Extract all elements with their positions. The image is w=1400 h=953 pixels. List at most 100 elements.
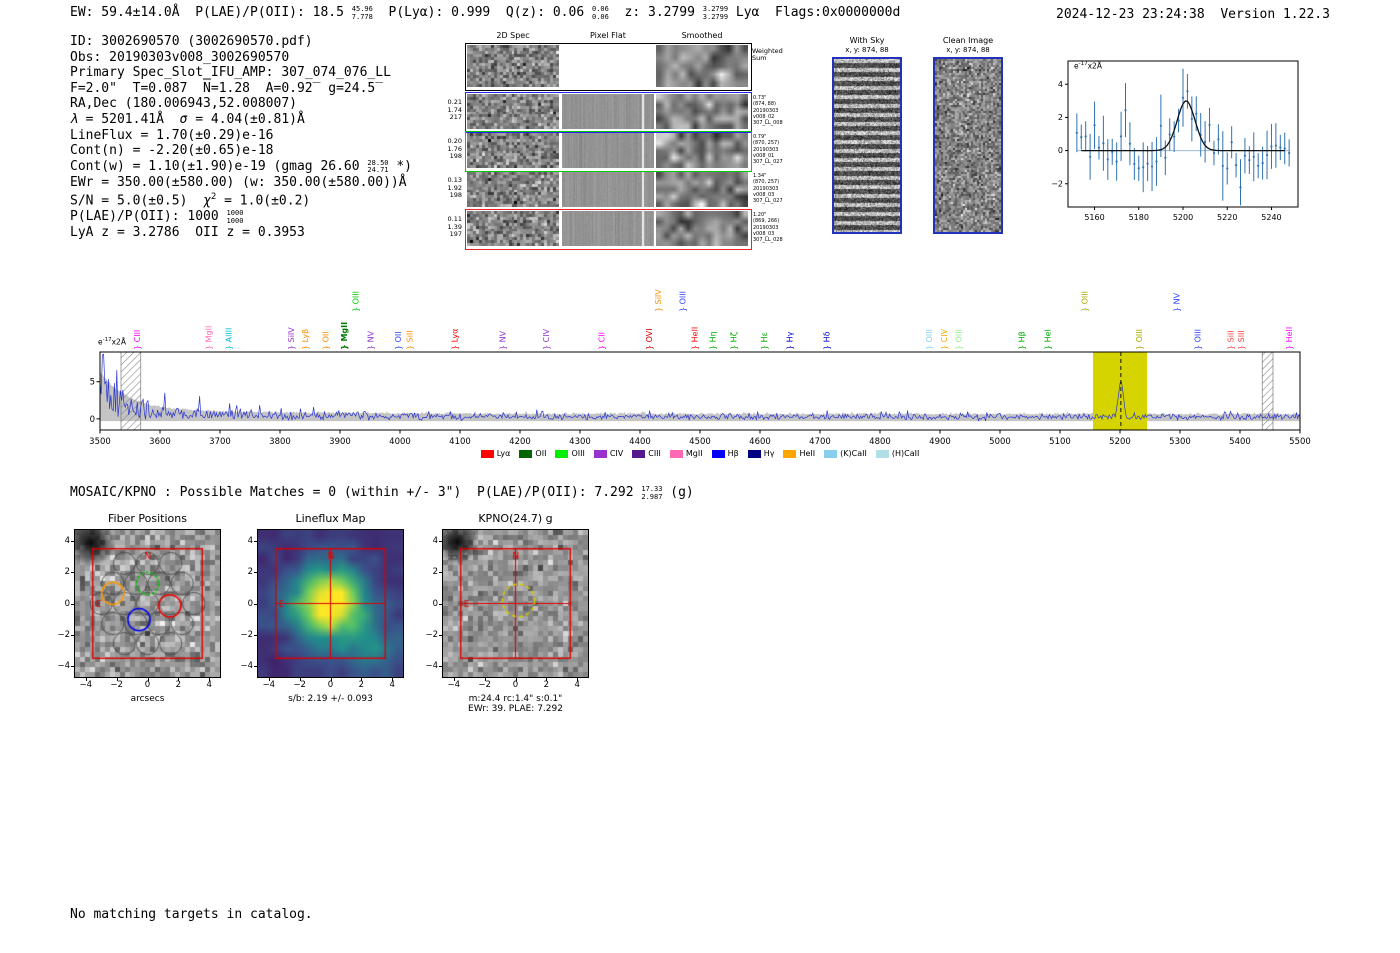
svg-text:4100: 4100 <box>449 437 471 447</box>
lineflux-map-caption: s/b: 2.19 +/- 0.093 <box>288 694 373 704</box>
fiber-ytick-label: −4 <box>57 661 70 672</box>
kpno-xtick-label: 0 <box>512 680 519 690</box>
emission-line-label: } Hζ <box>730 332 739 350</box>
legend-item: CIV <box>593 449 624 458</box>
fit-plot-y-label: e-17x2Å <box>1074 61 1102 71</box>
fiber-xtick-mark <box>209 677 211 681</box>
legend-swatch <box>824 449 838 458</box>
fiber-ytick-mark <box>71 540 75 542</box>
svg-text:5200: 5200 <box>1109 437 1131 447</box>
svg-text:3800: 3800 <box>269 437 291 447</box>
legend-swatch <box>875 449 889 458</box>
with-sky-panel: With Sky x, y: 874, 88 <box>832 36 902 234</box>
lineflux-xtick-mark <box>268 677 270 681</box>
svg-text:4200: 4200 <box>509 437 531 447</box>
svg-text:4000: 4000 <box>389 437 411 447</box>
2d-spec-image <box>467 211 559 246</box>
emission-line-label: } MgII <box>205 326 214 350</box>
info-line: λ = 5201.41Å σ = 4.04(±0.81)Å <box>70 111 305 127</box>
lineflux-ytick-label: −2 <box>240 629 253 640</box>
svg-text:4400: 4400 <box>629 437 651 447</box>
svg-text:0: 0 <box>1058 146 1063 155</box>
spectrum-plot: 3500 3600 3700 3800 3900 4000 4100 4200 4300 4400… <box>86 336 1312 466</box>
svg-text:4800: 4800 <box>869 437 891 447</box>
legend-item: Lyα <box>480 449 510 458</box>
legend-label: MgII <box>685 449 703 458</box>
clean-image <box>935 59 1001 232</box>
legend-item: (K)CaII <box>824 449 867 458</box>
svg-text:5: 5 <box>90 378 95 388</box>
svg-text:5180: 5180 <box>1129 213 1149 222</box>
with-sky-frame <box>832 57 902 234</box>
fiber-xtick-label: 4 <box>206 680 212 690</box>
emission-line-label: } HeI <box>1043 329 1052 350</box>
lineflux-xtick-mark <box>392 677 394 681</box>
info-line: Primary Spec_Slot_IFU_AMP: 307_074_076_L… <box>70 65 391 81</box>
info-line: Cont(n) = -2.20(±0.65)e-18 <box>70 143 274 159</box>
lineflux-ytick-mark <box>254 666 258 668</box>
emission-line-label: } Hε <box>760 332 769 350</box>
legend-item: Hγ <box>747 449 775 458</box>
kpno-xtick-mark <box>577 677 579 681</box>
emission-line-label: } OIII <box>1081 291 1090 312</box>
2d-row-annotation: 1.20" (869, 266) 20190303 v008_03 307_LL… <box>753 212 783 244</box>
fiber-ytick-mark <box>71 603 75 605</box>
emission-line-label: } Hη <box>709 331 718 350</box>
emission-line-labels: } CIII} MgII} AlIII} SiIV} Lyβ} OII} MgI… <box>86 266 1312 356</box>
lineflux-xtick-label: −2 <box>293 680 306 690</box>
lineflux-ytick-mark <box>254 572 258 574</box>
fiber-xtick-label: −4 <box>79 680 93 690</box>
clean-image-panel: Clean Image x, y: 874, 88 <box>933 36 1003 234</box>
pixel-flat-image <box>562 172 654 207</box>
lineflux-ytick-label: −4 <box>240 661 253 672</box>
lineflux-xtick-mark <box>361 677 363 681</box>
kpno-xtick-mark <box>453 677 455 681</box>
svg-text:4700: 4700 <box>809 437 831 447</box>
legend-label: OII <box>535 449 547 458</box>
kpno-caption: m:24.4 rc:1.4" s:0.1" <box>468 694 563 704</box>
svg-text:5220: 5220 <box>1217 213 1237 222</box>
fiber-positions-xlabel: arcsecs <box>130 694 165 704</box>
lineflux-xtick-mark <box>330 677 332 681</box>
weighted-sum-smoothed-image <box>656 45 748 87</box>
svg-text:3600: 3600 <box>149 437 171 447</box>
legend-item: CIII <box>632 449 661 458</box>
emission-line-label: } Hβ <box>1018 331 1027 350</box>
lineflux-ytick-mark <box>254 540 258 542</box>
2d-row-annotation: 1.34" (870, 257) 20190303 v008_03 307_LL… <box>753 173 783 205</box>
fiber-xtick-mark <box>178 677 180 681</box>
svg-text:4600: 4600 <box>749 437 771 447</box>
legend-label: CIV <box>609 449 624 458</box>
legend-swatch <box>669 449 683 458</box>
svg-text:5200: 5200 <box>1173 213 1193 222</box>
column-header-2d-spec: 2D Spec <box>496 31 530 40</box>
kpno-xtick-label: 4 <box>574 680 580 690</box>
info-line: S/N = 5.0(±0.5) χ2 = 1.0(±0.2) <box>70 192 311 209</box>
pixel-flat-image <box>562 133 654 168</box>
emission-line-label: } SiII <box>1226 330 1235 350</box>
legend-swatch <box>632 449 646 458</box>
legend-item: (H)CaII <box>875 449 919 458</box>
smoothed-image <box>656 172 748 207</box>
fiber-xtick-label: −2 <box>110 680 123 690</box>
emission-line-label: } HeII <box>1285 327 1294 350</box>
kpno-ytick-label: 2 <box>432 567 438 578</box>
legend-label: OIII <box>571 449 585 458</box>
header-datetime-version: 2024-12-23 23:24:38 Version 1.22.3 <box>1056 7 1330 22</box>
legend-item: MgII <box>669 449 703 458</box>
weighted-sum-2dspec-image <box>467 45 559 87</box>
clean-image-title: Clean Image <box>942 36 994 45</box>
svg-text:5240: 5240 <box>1261 213 1281 222</box>
column-header-smoothed: Smoothed <box>681 31 723 40</box>
lineflux-xtick-mark <box>299 677 301 681</box>
spectrum-y-label: e-17x2Å <box>98 337 126 347</box>
pixel-flat-image <box>562 94 654 129</box>
kpno-image <box>442 529 589 678</box>
legend-label: Hγ <box>763 449 775 458</box>
kpno-ytick-label: 0 <box>432 598 438 609</box>
emission-line-label: } Hδ <box>823 331 832 350</box>
fiber-ytick-mark <box>71 572 75 574</box>
emission-line-label: } NV <box>499 330 508 350</box>
svg-text:4500: 4500 <box>689 437 711 447</box>
kpno-xtick-mark <box>546 677 548 681</box>
